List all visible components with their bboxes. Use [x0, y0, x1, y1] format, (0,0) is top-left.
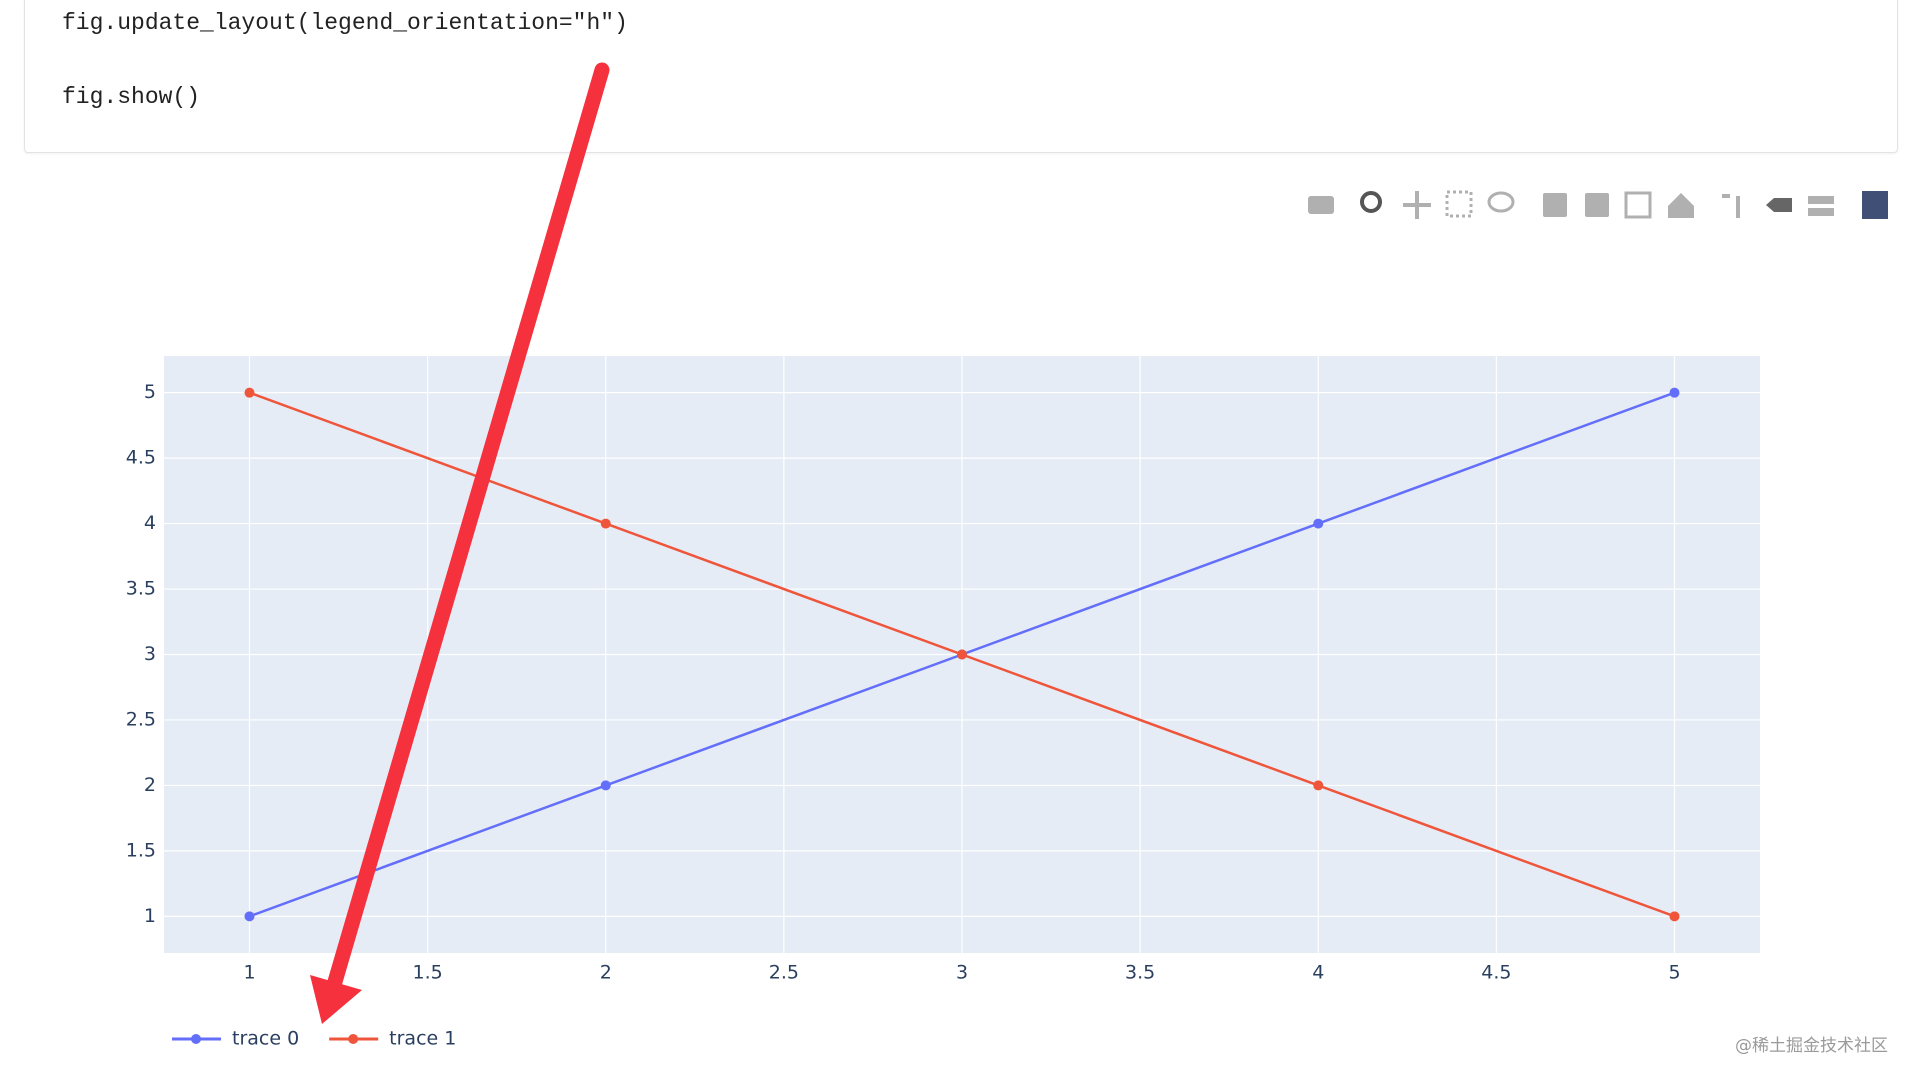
hover-compare-icon[interactable] — [1808, 196, 1834, 216]
legend-label: trace 0 — [232, 1028, 299, 1050]
box-select-icon[interactable] — [1445, 190, 1473, 218]
plot-area: 1 1.5 2 2.5 3 3.5 4 4.5 5 1 1.5 2 2.5 3 3.5 4 4.5 5 — [126, 356, 1760, 984]
y-tick-label: 4 — [144, 512, 156, 534]
zoom-out-icon[interactable] — [1585, 193, 1609, 217]
x-tick-label: 1 — [243, 962, 255, 984]
camera-icon[interactable] — [1308, 196, 1334, 214]
legend-marker — [191, 1034, 201, 1044]
modebar — [1308, 190, 1888, 219]
x-tick-label: 3.5 — [1125, 962, 1155, 984]
autoscale-icon[interactable] — [1624, 191, 1652, 219]
arrow-head — [310, 975, 362, 1024]
point — [1313, 780, 1324, 791]
y-tick-label: 5 — [144, 381, 156, 403]
y-tick-label: 4.5 — [126, 447, 156, 469]
y-tick-label: 2.5 — [126, 708, 156, 730]
x-tick-label: 1.5 — [413, 962, 443, 984]
x-tick-label: 3 — [956, 962, 968, 984]
plotly-logo[interactable] — [1862, 191, 1888, 219]
x-tick-label: 4 — [1312, 962, 1324, 984]
y-tick-label: 1 — [144, 905, 156, 927]
pan-icon[interactable] — [1403, 191, 1431, 219]
hover-closest-icon[interactable] — [1766, 198, 1792, 212]
x-tick-label: 4.5 — [1481, 962, 1511, 984]
arrow-shaft — [324, 62, 610, 1000]
y-tick-label: 2 — [144, 774, 156, 796]
legend-item[interactable]: trace 0 — [172, 1028, 299, 1050]
zoom-in-icon[interactable] — [1543, 193, 1567, 217]
x-tick-label: 2 — [600, 962, 612, 984]
x-tick-label: 2.5 — [769, 962, 799, 984]
code-cell: fig.update_layout(legend_orientation="h"… — [24, 0, 1898, 153]
spike-icon[interactable] — [1722, 194, 1740, 218]
legend-marker — [348, 1034, 359, 1044]
y-tick-label: 1.5 — [126, 839, 156, 861]
annotation-arrow — [310, 62, 610, 1024]
legend-label: trace 1 — [389, 1028, 456, 1050]
point — [600, 518, 611, 529]
lasso-icon[interactable] — [1487, 191, 1515, 213]
point — [244, 911, 255, 922]
watermark: @稀土掘金技术社区 — [1735, 1036, 1888, 1056]
legend-item[interactable]: trace 1 — [329, 1028, 456, 1050]
code-line: fig.update_layout(legend_orientation="h"… — [62, 10, 628, 36]
point — [1669, 911, 1680, 922]
point — [1669, 387, 1680, 398]
reset-icon[interactable] — [1668, 193, 1694, 218]
point — [1313, 518, 1324, 529]
point — [957, 649, 967, 660]
zoom-icon[interactable] — [1360, 191, 1382, 213]
y-tick-label: 3 — [144, 643, 156, 665]
point — [244, 387, 255, 398]
code-line: fig.show() — [62, 84, 201, 110]
point — [600, 780, 611, 791]
x-tick-label: 5 — [1668, 962, 1680, 984]
y-tick-label: 3.5 — [126, 578, 156, 600]
